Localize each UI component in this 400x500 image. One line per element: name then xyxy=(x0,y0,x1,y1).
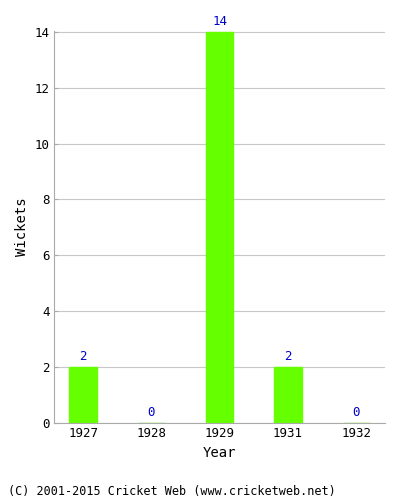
Text: 2: 2 xyxy=(284,350,292,362)
Text: 2: 2 xyxy=(79,350,87,362)
Y-axis label: Wickets: Wickets xyxy=(15,198,29,256)
Bar xyxy=(70,367,97,422)
Text: 14: 14 xyxy=(212,15,227,28)
Bar xyxy=(274,367,302,422)
Text: (C) 2001-2015 Cricket Web (www.cricketweb.net): (C) 2001-2015 Cricket Web (www.cricketwe… xyxy=(8,484,336,498)
X-axis label: Year: Year xyxy=(203,446,236,460)
Bar xyxy=(206,32,233,422)
Text: 0: 0 xyxy=(352,406,360,419)
Text: 0: 0 xyxy=(148,406,155,419)
